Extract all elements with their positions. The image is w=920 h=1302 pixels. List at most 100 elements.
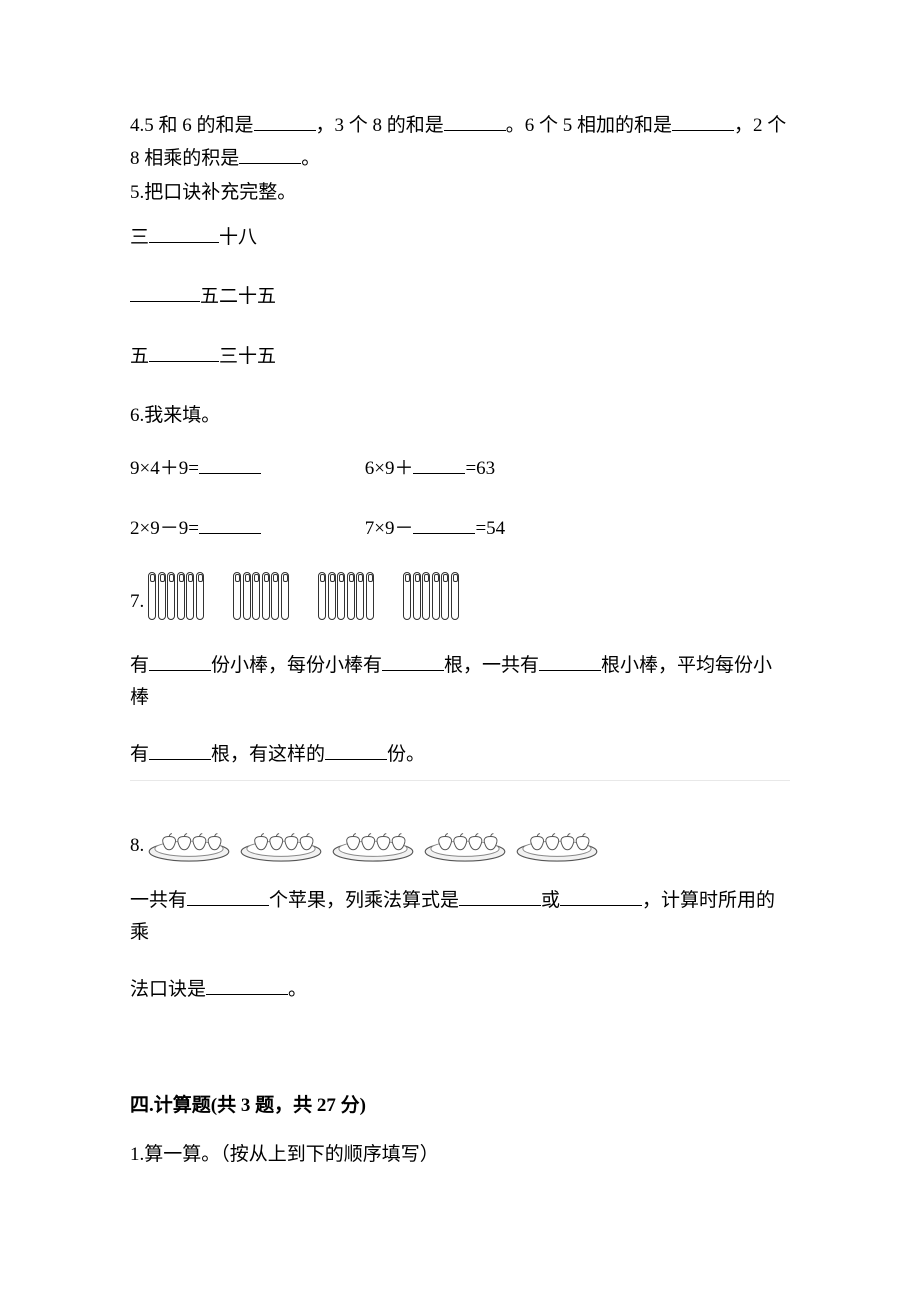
- question-4: 4.5 和 6 的和是 ，3 个 8 的和是 。6 个 5 相加的和是 ，2 个: [130, 110, 790, 141]
- section-4-q1: 1.算一算。（按从上到下的顺序填写）: [130, 1139, 790, 1170]
- stick-icon: [233, 572, 241, 620]
- plate-icon: [422, 827, 508, 863]
- q8-number: 8.: [130, 830, 144, 861]
- blank[interactable]: [199, 514, 261, 534]
- text: 根，一共有: [444, 655, 539, 676]
- stick-icon: [281, 572, 289, 620]
- blank[interactable]: [187, 886, 269, 906]
- stick-icon: [413, 572, 421, 620]
- blank[interactable]: [130, 282, 200, 302]
- q7-number: 7.: [130, 586, 144, 617]
- stick-icon: [262, 572, 270, 620]
- expr: 6×9＋=63: [365, 453, 495, 484]
- expr: 2×9－9=: [130, 513, 360, 544]
- stick-icon: [337, 572, 345, 620]
- blank[interactable]: [325, 740, 387, 760]
- stick-icon: [271, 572, 279, 620]
- text: 三十五: [219, 346, 276, 367]
- text: 或: [541, 890, 560, 911]
- text: 份。: [387, 744, 425, 765]
- q4-text: ，2 个: [734, 115, 786, 136]
- blank[interactable]: [382, 651, 444, 671]
- plate-icon: [238, 827, 324, 863]
- stick-icon: [403, 572, 411, 620]
- stick-icon: [366, 572, 374, 620]
- text: 根，有这样的: [211, 744, 325, 765]
- text: 2×9－9=: [130, 518, 199, 539]
- blank[interactable]: [444, 111, 506, 131]
- text: 。: [288, 979, 307, 1000]
- text: 十八: [219, 227, 257, 248]
- blank[interactable]: [413, 454, 465, 474]
- text: 7×9－: [365, 518, 414, 539]
- plates-holder: [146, 827, 606, 863]
- text: 法口诀是: [130, 979, 206, 1000]
- stick-icon: [158, 572, 166, 620]
- section-4-title: 四.计算题(共 3 题，共 27 分): [130, 1090, 790, 1121]
- apple-plate: [330, 827, 416, 863]
- blank[interactable]: [149, 651, 211, 671]
- apple-plate: [514, 827, 600, 863]
- blank[interactable]: [560, 886, 642, 906]
- q8-line1: 一共有个苹果，列乘法算式是或，计算时所用的乘: [130, 885, 790, 948]
- text: =63: [465, 458, 495, 479]
- text: 9×4＋9=: [130, 458, 199, 479]
- stick-icon: [328, 572, 336, 620]
- q4-text: 4.5 和 6 的和是: [130, 115, 254, 136]
- q5-line3: 五 三十五: [130, 341, 790, 372]
- plate-icon: [330, 827, 416, 863]
- blank[interactable]: [413, 514, 475, 534]
- question-7-figure: 7.: [130, 572, 790, 630]
- text: 有: [130, 655, 149, 676]
- stick-icon: [196, 572, 204, 620]
- text: 个苹果，列乘法算式是: [269, 890, 459, 911]
- sticks-group: [148, 572, 205, 620]
- q4-text: ，3 个 8 的和是: [316, 115, 444, 136]
- blank[interactable]: [199, 454, 261, 474]
- blank[interactable]: [239, 144, 301, 164]
- apple-plate: [238, 827, 324, 863]
- apple-plate: [146, 827, 232, 863]
- blank[interactable]: [149, 342, 219, 362]
- sticks-holder: [148, 572, 488, 630]
- blank[interactable]: [459, 886, 541, 906]
- text: =54: [475, 518, 505, 539]
- q4-text: 。6 个 5 相加的和是: [506, 115, 672, 136]
- expr: 9×4＋9=: [130, 453, 360, 484]
- q7-line1: 有份小棒，每份小棒有根，一共有根小棒，平均每份小棒: [130, 650, 790, 713]
- plate-icon: [514, 827, 600, 863]
- question-4-line2: 8 相乘的积是。: [130, 143, 790, 174]
- text: 份小棒，每份小棒有: [211, 655, 382, 676]
- question-5-title: 5.把口诀补充完整。: [130, 177, 790, 208]
- stick-icon: [243, 572, 251, 620]
- divider: [130, 780, 790, 781]
- text: 三: [130, 227, 149, 248]
- blank[interactable]: [206, 975, 288, 995]
- sticks-group: [318, 572, 375, 620]
- stick-icon: [177, 572, 185, 620]
- q6-row2: 2×9－9= 7×9－ =54: [130, 513, 790, 544]
- stick-icon: [186, 572, 194, 620]
- question-6-title: 6.我来填。: [130, 400, 790, 431]
- stick-icon: [167, 572, 175, 620]
- stick-icon: [432, 572, 440, 620]
- worksheet-page: 4.5 和 6 的和是 ，3 个 8 的和是 。6 个 5 相加的和是 ，2 个 8 …: [0, 0, 920, 1230]
- stick-icon: [318, 572, 326, 620]
- spacer: [130, 1032, 790, 1060]
- text: 有: [130, 744, 149, 765]
- text: 五二十五: [200, 286, 276, 307]
- q4-text: 8 相乘的积是: [130, 148, 239, 169]
- blank[interactable]: [254, 111, 316, 131]
- stick-icon: [356, 572, 364, 620]
- blank[interactable]: [539, 651, 601, 671]
- stick-icon: [148, 572, 156, 620]
- blank[interactable]: [149, 740, 211, 760]
- stick-icon: [347, 572, 355, 620]
- blank[interactable]: [672, 111, 734, 131]
- q8-line2: 法口诀是 。: [130, 974, 790, 1005]
- blank[interactable]: [149, 223, 219, 243]
- text: 五: [130, 346, 149, 367]
- sticks-group: [403, 572, 460, 620]
- stick-icon: [451, 572, 459, 620]
- expr: 7×9－ =54: [365, 513, 505, 544]
